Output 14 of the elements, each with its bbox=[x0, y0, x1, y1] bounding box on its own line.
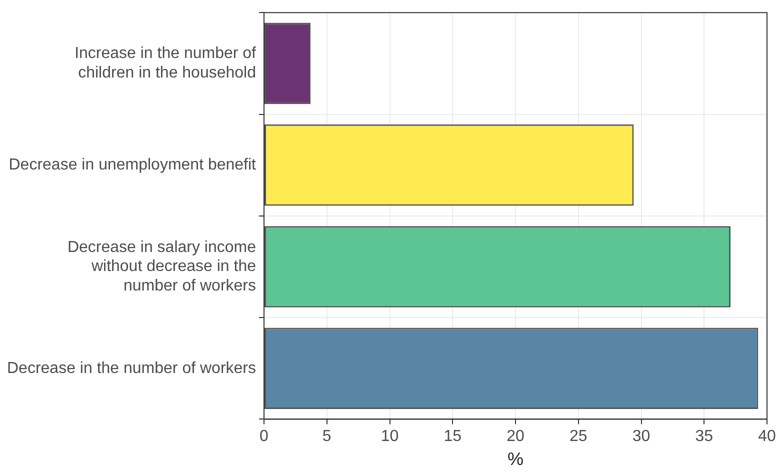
x-tick-label: 40 bbox=[758, 428, 776, 446]
y-tick-label: Decrease in salary income without decrease in the number of workers bbox=[67, 238, 256, 294]
x-tick-label: 20 bbox=[506, 428, 524, 446]
x-tick-label: 15 bbox=[444, 428, 462, 446]
x-tick-label: 10 bbox=[380, 428, 399, 446]
x-tick-label: 25 bbox=[569, 428, 588, 446]
x-tick-label: 35 bbox=[695, 428, 714, 446]
y-tick-label: Increase in the number of children in the household bbox=[74, 45, 257, 82]
x-tick-label: 0 bbox=[260, 428, 269, 446]
x-tick-label: 30 bbox=[632, 428, 650, 446]
x-axis-title: % bbox=[507, 449, 524, 470]
y-tick-label: Decrease in unemployment benefit bbox=[8, 156, 257, 174]
x-tick-label: 5 bbox=[322, 428, 332, 446]
y-tick-label: Decrease in the number of workers bbox=[7, 360, 256, 377]
